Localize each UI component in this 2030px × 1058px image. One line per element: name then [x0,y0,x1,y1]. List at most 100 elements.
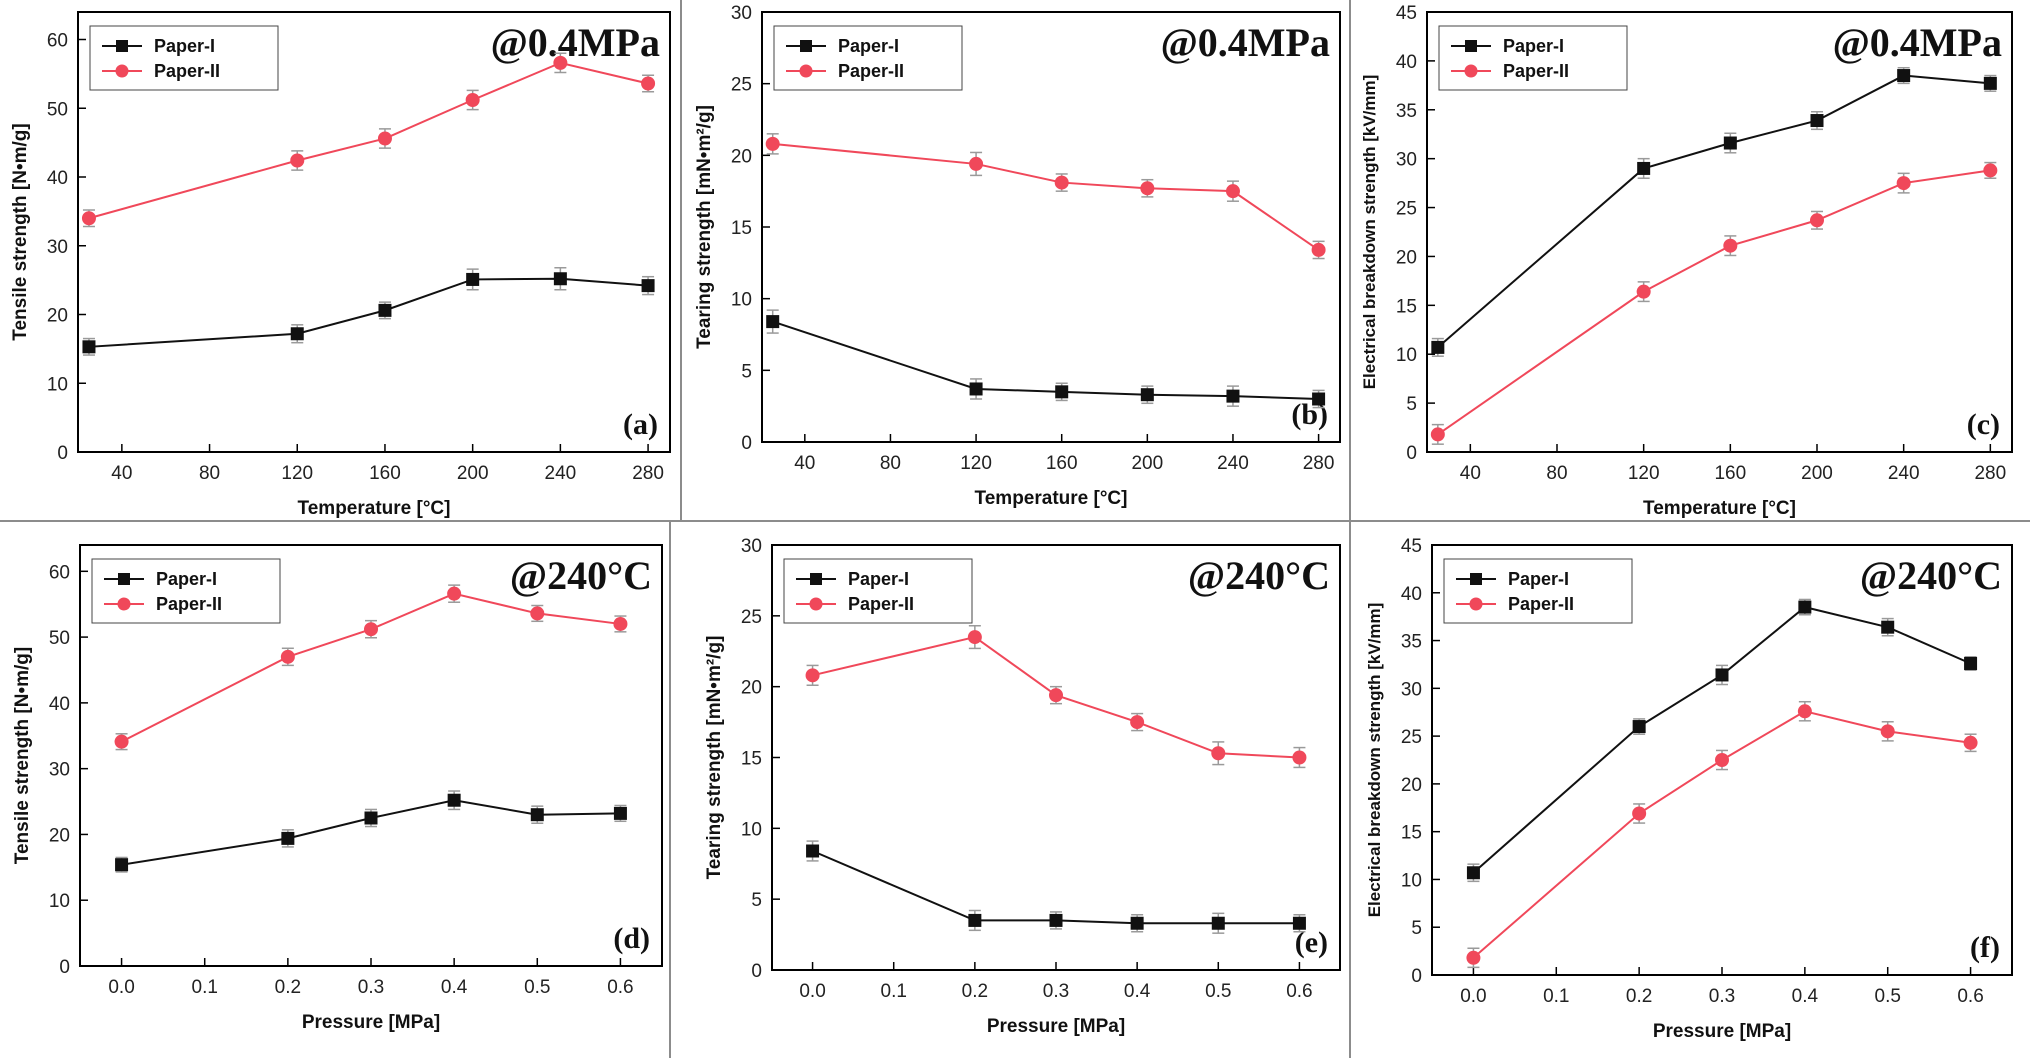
x-tick-label: 280 [1974,463,2006,484]
data-point [1431,340,1445,354]
data-point [613,806,627,820]
x-tick-label: 80 [1546,463,1567,484]
x-tick-label: 120 [281,463,313,484]
chart-panel-3: 0 5 10 15 20 25 30 35 40 45 40 80 120 160 200 240 280 Tem… [1360,3,2013,519]
legend-entry: Paper-II [1508,594,1574,614]
data-point [1049,913,1063,927]
series-line [812,636,1300,759]
series-paper-2 [1430,161,1998,445]
data-point [805,668,820,683]
condition-label: @240°C [1188,553,1330,598]
legend: Paper-I Paper-II [773,25,963,91]
data-point [1715,668,1729,682]
data-point [1632,806,1647,821]
x-tick-label: 0.1 [881,981,907,1002]
panel-label: (a) [623,408,658,441]
data-point [1964,656,1978,670]
y-tick-label: 30 [47,237,68,258]
legend-marker [1464,64,1478,78]
data-point [1897,69,1911,83]
y-tick-label: 0 [1406,443,1417,464]
y-tick-label: 40 [47,168,68,189]
series-line [88,61,649,220]
y-tick-label: 25 [731,75,752,96]
x-tick-label: 0.3 [1709,986,1735,1007]
data-point [1054,175,1069,190]
data-point [765,136,780,151]
chart-panel-2: 0 5 10 15 20 25 30 40 80 120 160 200 240 280 Temperatu… [694,3,1341,509]
y-tick-label: 25 [741,607,762,628]
data-point [1140,388,1154,402]
y-tick-label: 30 [741,536,762,557]
y-tick-label: 30 [49,760,70,781]
data-point [1211,746,1226,761]
x-tick-label: 80 [880,453,901,474]
data-point [1292,750,1307,765]
y-tick-label: 45 [1396,3,1417,24]
y-tick-label: 0 [59,957,70,978]
y-tick-label: 25 [1396,199,1417,220]
y-tick-label: 20 [49,825,70,846]
legend-entry: Paper-I [848,569,909,589]
legend-entry: Paper-II [156,594,222,614]
data-point [1055,385,1069,399]
y-tick-label: 0 [1411,966,1422,987]
legend-box [1443,558,1633,624]
chart-panel-4: 0 10 20 30 40 50 60 0.0 0.1 0.2 0.3 0.4 0.5 0.6 Pressu… [12,544,663,1033]
legend-entry: Paper-I [154,36,215,56]
data-point [115,858,129,872]
series-paper-1 [1431,66,1997,357]
series-line [772,320,1319,400]
legend-box [783,558,973,624]
data-point [114,734,129,749]
x-tick-label: 80 [199,463,220,484]
x-tick-label: 160 [1046,453,1078,474]
x-tick-label: 0.3 [1043,981,1069,1002]
data-point [1963,735,1978,750]
x-tick-label: 200 [457,463,489,484]
data-point [1632,720,1646,734]
data-point [553,272,567,286]
series-paper-1 [115,790,627,873]
legend-entry: Paper-II [848,594,914,614]
y-tick-label: 10 [1401,870,1422,891]
y-tick-label: 5 [741,361,752,382]
y-tick-label: 15 [731,218,752,239]
data-point [1983,163,1998,178]
x-tick-label: 240 [545,463,577,484]
legend-marker [116,40,128,52]
data-point [641,279,655,293]
series-line [1437,74,1991,349]
legend: Paper-I Paper-II [783,558,973,624]
x-tick-label: 0.4 [1792,986,1819,1007]
data-point [290,327,304,341]
y-tick-label: 15 [1396,296,1417,317]
series-line [772,142,1320,251]
data-point [1225,184,1240,199]
data-point [553,55,568,70]
series-paper-2 [114,584,628,751]
series-line [1472,710,1971,959]
x-tick-label: 0.2 [275,977,301,998]
data-point [1130,916,1144,930]
y-tick-label: 30 [731,3,752,24]
data-point [82,340,96,354]
plot-frame [1426,11,2013,453]
x-tick-label: 240 [1888,463,1920,484]
y-tick-label: 15 [1401,823,1422,844]
series-line [88,277,649,348]
data-point [1430,427,1445,442]
condition-label: @240°C [1860,553,2002,598]
y-tick-label: 30 [1396,150,1417,171]
x-tick-label: 280 [632,463,664,484]
data-point [530,808,544,822]
chart-panel-1: 0 10 20 30 40 50 60 40 80 120 160 200 240 280 Temperat… [10,11,671,519]
series-line [812,850,1300,925]
data-point [969,156,984,171]
data-point [280,649,295,664]
data-point [1466,950,1481,965]
x-axis-label: Temperature [°C] [298,498,451,519]
x-tick-label: 0.6 [1957,986,1983,1007]
x-tick-label: 0.3 [358,977,384,998]
